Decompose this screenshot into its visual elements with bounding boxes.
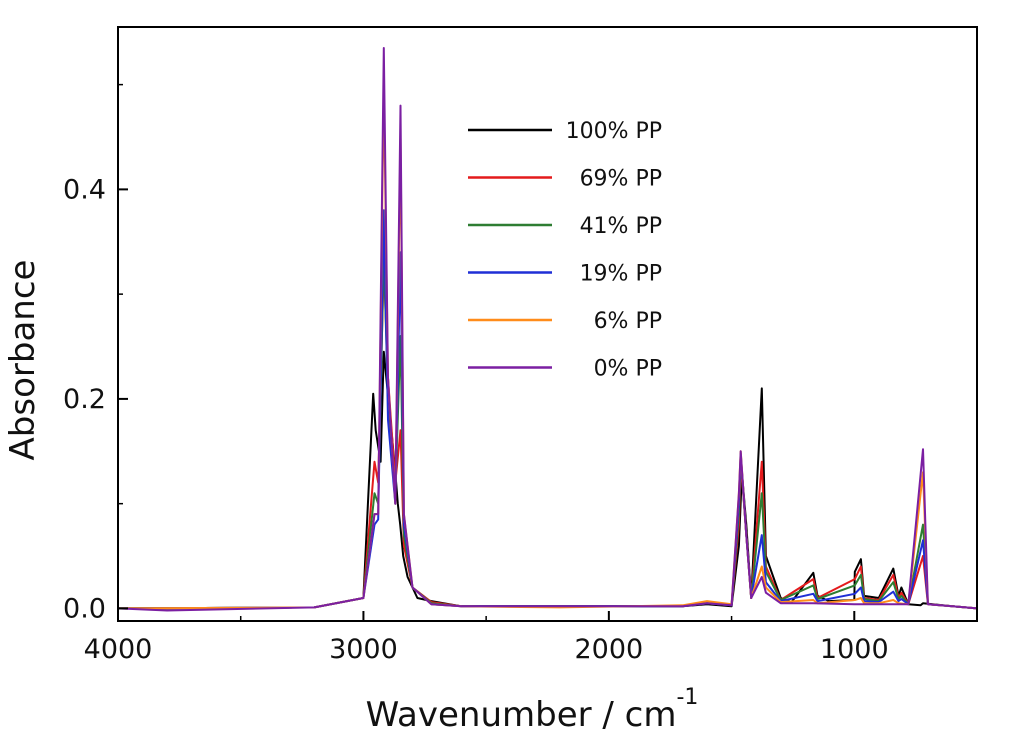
plot-area (117, 26, 978, 622)
legend-label-5: 0% PP (594, 357, 662, 382)
x-tick-label: 3000 (329, 634, 398, 665)
x-axis-title-text: Wavenumber / cm (366, 695, 677, 732)
x-axis-title: Wavenumber / cm-1 (366, 685, 699, 732)
series-line-2 (117, 251, 978, 610)
x-tick-label: 2000 (574, 634, 643, 665)
series-line-1 (117, 261, 978, 610)
x-axis: 4000 3000 2000 1000 (84, 611, 978, 665)
y-tick-label: 0.0 (63, 593, 106, 624)
series-line-3 (117, 209, 978, 610)
y-axis-title: Absorbance (3, 260, 43, 461)
legend-label-0: 100% PP (566, 119, 662, 144)
series-line-4 (117, 83, 978, 610)
series-line-5 (117, 47, 978, 612)
plot-frame (117, 26, 978, 622)
legend-label-3: 19% PP (580, 262, 662, 287)
legend-label-4: 6% PP (594, 309, 662, 334)
series-line-0 (117, 350, 978, 610)
x-tick-label: 4000 (84, 634, 153, 665)
y-tick-label: 0.4 (63, 174, 106, 205)
y-tick-label: 0.2 (63, 384, 106, 415)
x-axis-title-superscript: -1 (676, 685, 698, 710)
x-tick-label: 1000 (820, 634, 889, 665)
y-axis: 0.0 0.2 0.4 (63, 83, 128, 624)
legend: 100% PP 69% PP 41% PP 19% PP 6% PP 0% PP (468, 119, 662, 382)
legend-label-1: 69% PP (580, 167, 662, 192)
legend-label-2: 41% PP (580, 214, 662, 239)
